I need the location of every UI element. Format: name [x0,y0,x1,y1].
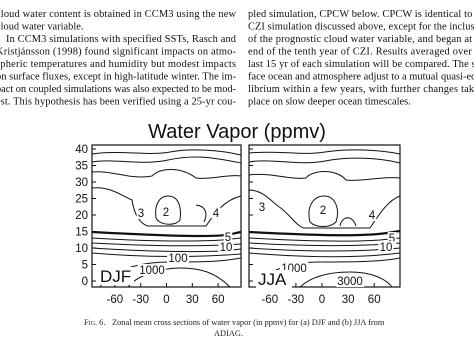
y-tick-label: 0 [82,276,88,288]
contour-label: 4 [369,210,376,222]
y-tick-label: 15 [75,227,88,239]
label-bg [211,207,221,219]
text-line: pled simulation, CPCW below. CPCW is ide… [248,9,474,20]
y-tick-label: 30 [75,177,88,189]
text-line: In CCM3 simulations with specified SSTs,… [6,34,237,45]
x-tick-label: 30 [342,294,355,306]
text-line: place on slow deeper ocean timescales. [248,97,411,108]
figure-title: Water Vapor (ppmv) [148,121,326,143]
caption-label: Fig. 6. [84,318,105,327]
x-tick-label: 0 [319,294,325,306]
text-line: pact on coupled simulations was also exp… [0,84,237,95]
x-tick-label: 60 [212,294,225,306]
y-tick-label: 40 [75,144,88,156]
contour-label: 1000 [139,265,165,277]
contour-label: 10 [220,242,233,254]
y-tick-label: 20 [75,210,88,222]
label-bg [218,241,234,253]
label-bg [318,204,328,216]
contour-label: 4 [213,208,220,220]
text-line: cloud water variable. [0,22,83,33]
text-line: last 15 yr of each simulation will be co… [248,59,474,70]
x-tick-label: 30 [186,294,199,306]
contour-label: 2 [320,205,326,217]
caption-line: ADIAG. [214,329,243,337]
text-line: cloud water content is obtained in CCM3 … [0,9,236,20]
label-bg [335,275,365,287]
label-bg [137,264,167,276]
panel-label: JJA [258,270,287,289]
text-line: of the prognostic cloud water variable, … [248,34,474,45]
text-line: CZI simulation discussed above, except f… [248,22,474,33]
panel-frame [248,144,401,288]
x-tick-label: -60 [261,294,278,306]
text-line: spheric temperatures and humidity but mo… [0,59,236,70]
contour-label: 10 [380,242,393,254]
text-line: end of the tenth year of CZI. Results av… [248,47,474,58]
contour-label: 2 [163,207,169,219]
x-tick-label: 60 [368,294,381,306]
contours-jja [248,149,401,288]
label-bg [223,231,233,243]
label-bg [167,252,189,264]
label-bg [257,201,267,213]
text-line: Kristjánsson (1998) found significant im… [0,47,237,58]
text-line: librium within a few years, with further… [248,84,474,95]
y-tick-label: 5 [82,260,88,272]
contour-label: 5 [389,233,395,245]
y-tick-label: 25 [75,194,88,206]
label-bg [367,209,377,221]
text-line: est. This hypothesis has been verified u… [0,97,237,108]
label-bg [98,267,134,285]
text-line: on surface fluxes, except in high-latitu… [0,72,237,83]
text-line: face ocean and atmosphere adjust to a mu… [248,72,474,83]
contour-label: 5 [225,232,231,244]
x-tick-label: -30 [288,294,305,306]
label-bg [136,207,146,219]
y-tick-label: 10 [75,243,88,255]
panel-label: DJF [100,267,131,286]
caption-line: Zonal mean cross sections of water vapor… [112,318,385,327]
contour-label: 3 [138,208,144,220]
x-tick-label: -60 [107,294,124,306]
contour-label: 3000 [337,276,363,288]
label-bg [256,270,292,288]
label-bg [378,241,394,253]
x-tick-label: 0 [163,294,169,306]
label-bg [387,232,397,244]
y-tick-label: 35 [75,161,88,173]
contour-label: 100 [168,253,187,265]
contour-label: 3 [259,202,265,214]
x-tick-label: -30 [132,294,149,306]
label-bg [161,206,171,218]
